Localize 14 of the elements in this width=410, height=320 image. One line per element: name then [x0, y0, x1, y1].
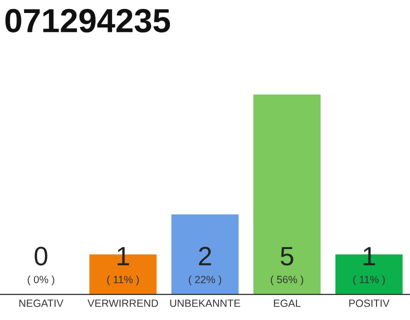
x-tick-label: UNBEKANNTE — [170, 300, 240, 307]
annotation: ( 56% ) — [270, 276, 304, 286]
x-tick-label: VERWIRREND — [88, 300, 158, 307]
annotation: ( 11% ) — [353, 276, 385, 286]
annotation: ( 11% ) — [107, 276, 139, 286]
annotation: ( 0% ) — [28, 276, 54, 286]
x-tick-label: NEGATIV — [19, 300, 64, 307]
data-label: 0 — [34, 246, 48, 266]
x-tick-label: EGAL — [274, 300, 301, 307]
annotation: ( 22% ) — [188, 276, 222, 286]
data-label: 5 — [280, 247, 294, 266]
x-tick-label: POSITIV — [349, 300, 390, 307]
chart-title: 071294235 — [5, 8, 170, 33]
data-label: 2 — [198, 246, 212, 266]
